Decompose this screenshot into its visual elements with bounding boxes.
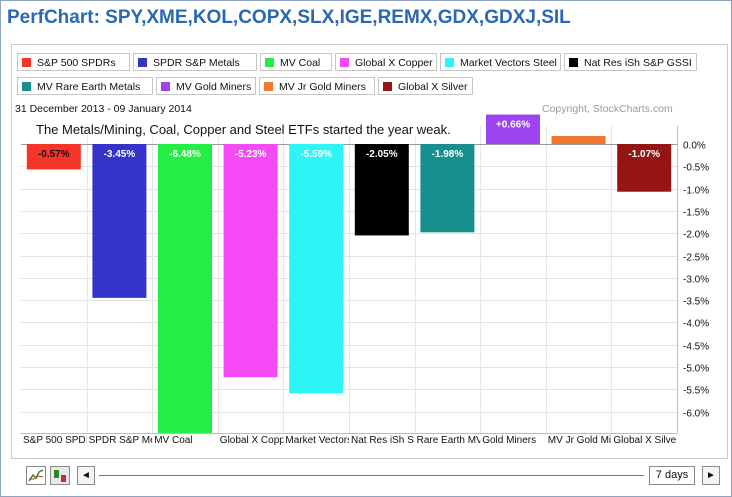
legend-label: MV Jr Gold Miners bbox=[279, 81, 366, 93]
bars: -0.57% -3.45% -6.48% -5.23% -5.59% -2.05% -1.9… bbox=[26, 114, 672, 434]
scroll-left-button[interactable]: ◄ bbox=[77, 466, 95, 485]
x-tick-label: Global X Silver bbox=[613, 435, 680, 446]
bar-value-label: -3.45% bbox=[104, 149, 136, 160]
line-chart-icon[interactable] bbox=[26, 466, 46, 485]
legend-swatch bbox=[138, 58, 147, 67]
x-tick-label: Global X Copper bbox=[220, 435, 295, 446]
legend-item[interactable]: MV Jr Gold Miners bbox=[259, 77, 375, 95]
bar bbox=[26, 144, 81, 170]
bar-value-label: -6.48% bbox=[169, 149, 201, 160]
legend-label: MV Rare Earth Metals bbox=[37, 81, 141, 93]
scroll-right-button[interactable]: ► bbox=[702, 466, 720, 485]
y-tick-label: 0.0% bbox=[683, 141, 706, 152]
legend-item[interactable]: MV Rare Earth Metals bbox=[17, 77, 153, 95]
y-tick-label: -0.5% bbox=[683, 163, 709, 174]
legend-swatch bbox=[340, 58, 349, 67]
legend-item[interactable]: Market Vectors Steel bbox=[440, 53, 561, 71]
x-tick-label: Gold Miners bbox=[482, 435, 536, 446]
x-tick-label: Nat Res iSh SMV bbox=[351, 435, 429, 446]
bar-value-label: -1.98% bbox=[432, 149, 464, 160]
y-tick-label: -6.0% bbox=[683, 409, 709, 420]
legend-label: SPDR S&P Metals bbox=[153, 57, 240, 69]
copyright-text: Copyright, StockCharts.com bbox=[542, 103, 673, 115]
bar bbox=[92, 144, 147, 298]
bar-value-label: +0.66% bbox=[496, 120, 530, 131]
y-tick-label: -5.0% bbox=[683, 364, 709, 375]
bar bbox=[354, 144, 409, 236]
x-tick-label: MV Coal bbox=[154, 435, 192, 446]
bar-value-label: -1.07% bbox=[628, 149, 660, 160]
y-tick-label: -3.5% bbox=[683, 297, 709, 308]
legend-swatch bbox=[22, 58, 31, 67]
bar bbox=[289, 144, 344, 394]
legend-swatch bbox=[569, 58, 578, 67]
legend-label: Global X Copper bbox=[355, 57, 433, 69]
bar bbox=[420, 144, 475, 233]
legend-swatch bbox=[445, 58, 454, 67]
legend-item[interactable]: Global X Silver bbox=[378, 77, 473, 95]
y-tick-label: -3.0% bbox=[683, 275, 709, 286]
bar-value-label: -2.05% bbox=[366, 149, 398, 160]
legend-item[interactable]: MV Coal bbox=[260, 53, 332, 71]
bar bbox=[486, 114, 540, 144]
legend-swatch bbox=[22, 82, 31, 91]
y-axis: 0.0% -0.5% -1.0% -1.5% -2.0% -2.5% -3.0% -3.5% -… bbox=[677, 126, 709, 433]
legend-swatch bbox=[264, 82, 273, 91]
bar bbox=[551, 135, 606, 144]
timeline-slider[interactable] bbox=[99, 475, 644, 476]
legend-label: MV Gold Miners bbox=[176, 81, 252, 93]
legend-swatch bbox=[265, 58, 274, 67]
period-selector[interactable]: 7 days bbox=[649, 466, 695, 485]
legend-label: MV Coal bbox=[280, 57, 321, 69]
legend-label: Nat Res iSh S&P GSSI bbox=[584, 57, 692, 69]
legend-item[interactable]: S&P 500 SPDRs bbox=[17, 53, 130, 71]
legend-swatch bbox=[161, 82, 170, 91]
toolbar: ◄ 7 days ► bbox=[1, 459, 731, 495]
legend-item[interactable]: Global X Copper bbox=[335, 53, 437, 71]
date-range: 31 December 2013 - 09 January 2014 bbox=[15, 103, 192, 115]
legend-label: Global X Silver bbox=[398, 81, 468, 93]
x-tick-label: MV Jr Gold Miners bbox=[548, 435, 631, 446]
legend-label: Market Vectors Steel bbox=[460, 57, 557, 69]
legend-swatch bbox=[383, 82, 392, 91]
legend-item[interactable]: Nat Res iSh S&P GSSI bbox=[564, 53, 697, 71]
legend-item[interactable]: MV Gold Miners bbox=[156, 77, 256, 95]
bar-value-label: -5.59% bbox=[300, 149, 332, 160]
page-title: PerfChart: SPY,XME,KOL,COPX,SLX,IGE,REMX… bbox=[7, 7, 571, 28]
x-tick-label: Rare Earth MV bbox=[417, 435, 483, 446]
legend-item[interactable]: SPDR S&P Metals bbox=[133, 53, 257, 71]
x-tick-label: Market Vectors Steel bbox=[285, 435, 377, 446]
bar-chart-icon[interactable] bbox=[50, 466, 70, 485]
y-tick-label: -4.5% bbox=[683, 342, 709, 353]
x-tick-label: SPDR S&P Metals bbox=[89, 435, 172, 446]
y-tick-label: -2.5% bbox=[683, 253, 709, 264]
legend-label: S&P 500 SPDRs bbox=[37, 57, 116, 69]
bar-value-label: -5.23% bbox=[235, 149, 267, 160]
y-tick-label: -1.5% bbox=[683, 208, 709, 219]
y-tick-label: -2.0% bbox=[683, 230, 709, 241]
bar bbox=[617, 144, 672, 192]
bar bbox=[158, 144, 212, 434]
bar-value-label: -0.57% bbox=[38, 149, 70, 160]
y-tick-label: -4.0% bbox=[683, 319, 709, 330]
y-tick-label: -5.5% bbox=[683, 386, 709, 397]
bar bbox=[223, 144, 278, 378]
y-tick-label: -1.0% bbox=[683, 186, 709, 197]
perf-chart: -0.57% -3.45% -6.48% -5.23% -5.59% -2.05% -1.9… bbox=[21, 114, 709, 446]
x-tick-label: S&P 500 SPDRs bbox=[23, 435, 98, 446]
annotation-text: The Metals/Mining, Coal, Copper and Stee… bbox=[34, 122, 453, 137]
